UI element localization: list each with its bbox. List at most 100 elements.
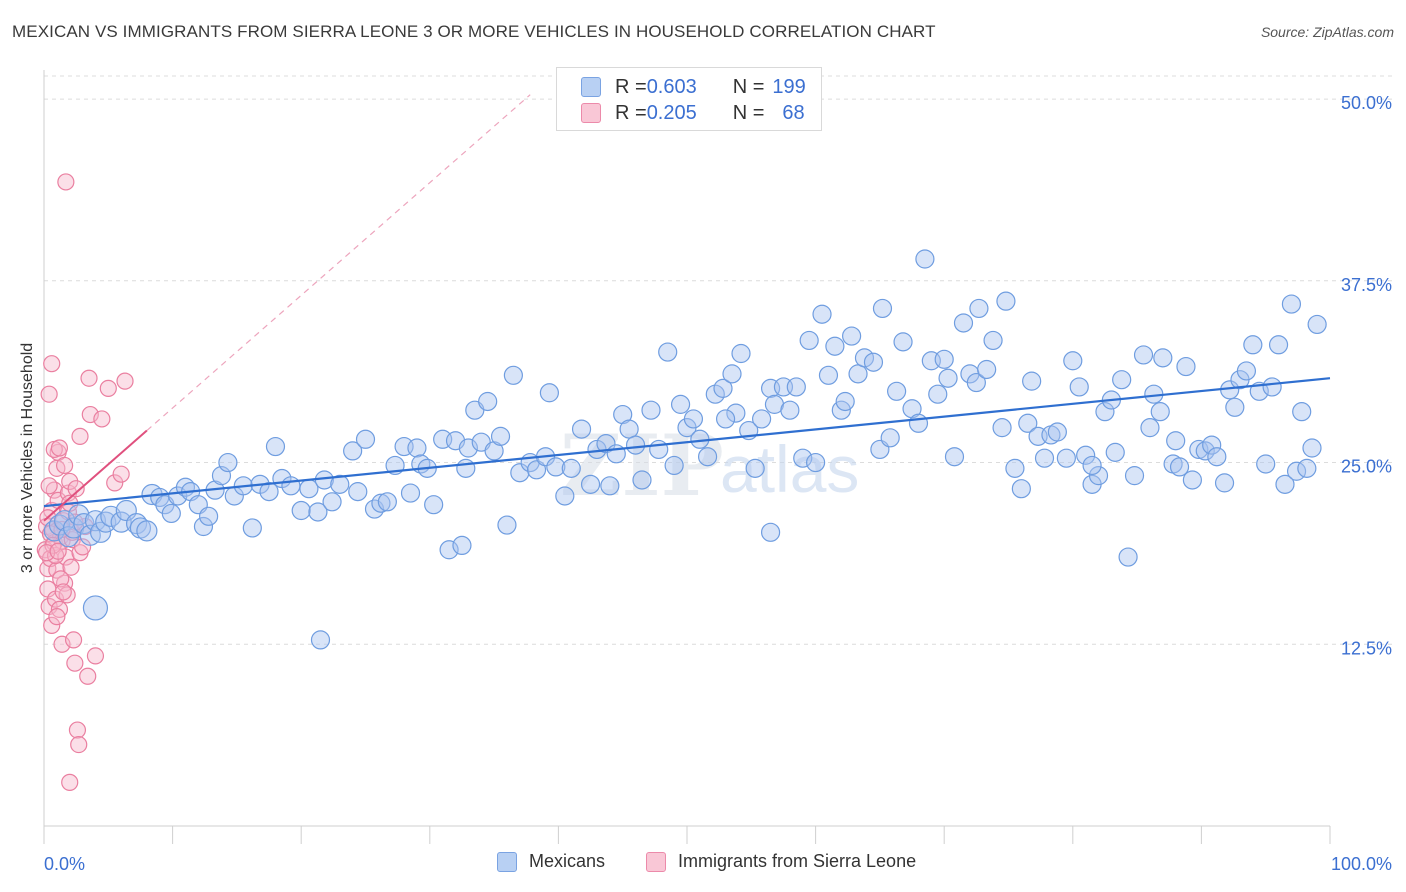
legend-r-value: 0.205 [646, 101, 697, 124]
mexicans-point [110, 511, 132, 533]
mexicans-point [596, 434, 616, 454]
sierra-leone-point [86, 647, 105, 665]
mexicans-point [161, 503, 181, 524]
mexicans-point [713, 378, 733, 398]
mexicans-point [1268, 335, 1289, 355]
mexicans-point [400, 483, 421, 503]
mexicans-point [1214, 473, 1235, 493]
mexicans-point [456, 458, 476, 478]
sierra-leone-point [40, 477, 58, 495]
sierra-leone-trend-extension [146, 94, 531, 432]
mexicans-point [526, 460, 547, 480]
sierra-leone-point [67, 480, 85, 498]
sierra-leone-trend-line [43, 429, 148, 522]
mexicans-point [497, 515, 517, 535]
mexicans-point [726, 403, 746, 423]
mexicans-point [825, 336, 845, 356]
sierra-leone-point [64, 631, 83, 649]
mexicans-point [880, 428, 900, 448]
mexicans-point [308, 502, 328, 522]
watermark-atlas: atlas [720, 432, 859, 506]
mexicans-point [265, 436, 286, 457]
mexicans-point [619, 419, 639, 439]
mexicans-point [555, 486, 575, 506]
mexicans-point [355, 429, 376, 449]
mexicans-point [977, 359, 997, 380]
mexicans-point [1022, 371, 1042, 391]
mexicans-point [953, 313, 974, 333]
sierra-leone-point [57, 173, 75, 191]
mexicans-point [1034, 448, 1055, 468]
legend-swatch-blue [581, 77, 601, 97]
sierra-leone-point [79, 667, 97, 685]
watermark-zip: ZIP [560, 416, 724, 515]
mexicans-point [1095, 402, 1115, 422]
mexicans-point [1063, 351, 1083, 371]
mexicans-point [330, 474, 350, 494]
mexicans-point [1169, 457, 1190, 477]
mexicans-point [658, 342, 678, 362]
mexicans-point [1281, 294, 1302, 314]
mexicans-point [915, 249, 935, 269]
mexicans-point [745, 458, 765, 478]
mexicans-point [310, 630, 331, 650]
sierra-leone-point [52, 570, 70, 588]
mexicans-point [218, 452, 238, 473]
mexicans-point [439, 540, 459, 560]
mexicans-point [893, 332, 913, 352]
mexicans-point [503, 365, 523, 385]
mexicans-point [944, 447, 965, 467]
mexicans-point [1056, 448, 1076, 468]
mexicans-point [490, 426, 511, 446]
legend-n-value: 199 [772, 75, 806, 98]
sierra-leone-point [62, 558, 80, 576]
mexicans-point [1292, 402, 1312, 422]
mexicans-point [1262, 377, 1282, 397]
sierra-leone-point [50, 439, 69, 457]
mexicans-point [812, 304, 832, 324]
mexicans-point [580, 474, 601, 494]
mexicans-point [835, 391, 855, 412]
mexicans-point [1018, 413, 1038, 433]
mexicans-point [1182, 470, 1202, 490]
correlation-legend: R = 0.603 N = 199 R = 0.205 N = 68 [556, 67, 822, 131]
sierra-leone-point [71, 427, 89, 445]
sierra-leone-point [116, 372, 134, 390]
sierra-leone-points [36, 173, 134, 791]
bottom-legend-mexicans: Mexicans [497, 851, 605, 872]
y-tick-label: 37.5% [1341, 275, 1392, 295]
sierra-leone-point [99, 379, 117, 397]
x-tick-label: 100.0% [1331, 854, 1392, 874]
mexicans-point [992, 418, 1012, 438]
mexicans-point [1243, 335, 1263, 355]
mexicans-point [848, 364, 868, 384]
bottom-legend-swatch-blue [497, 851, 517, 872]
mexicans-point [751, 409, 772, 429]
mexicans-point [1047, 422, 1067, 442]
mexicans-point [705, 384, 725, 404]
source-label: Source: ZipAtlas.com [1260, 24, 1394, 40]
mexicans-point [1302, 438, 1322, 458]
mexicans-point [799, 330, 819, 351]
mexicans-point [407, 438, 427, 458]
mexicans-point [760, 522, 781, 542]
mexicans-point [452, 535, 472, 556]
legend-r-label: R = [615, 101, 647, 124]
mexicans-point [1153, 348, 1173, 368]
mexicans-point [348, 482, 368, 502]
mexicans-point [697, 447, 718, 467]
mexicans-point [82, 595, 109, 621]
mexicans-point [969, 298, 989, 319]
mexicans-point [1082, 455, 1102, 476]
x-tick-label: 0.0% [44, 854, 85, 874]
sierra-leone-point [43, 355, 61, 373]
mexicans-point [1202, 435, 1222, 455]
sierra-leone-point [48, 608, 66, 626]
sierra-leone-point [61, 773, 79, 791]
sierra-leone-point [106, 474, 124, 492]
sierra-leone-point [112, 465, 130, 483]
mexicans-point [136, 520, 158, 542]
mexicans-point [1118, 547, 1138, 567]
